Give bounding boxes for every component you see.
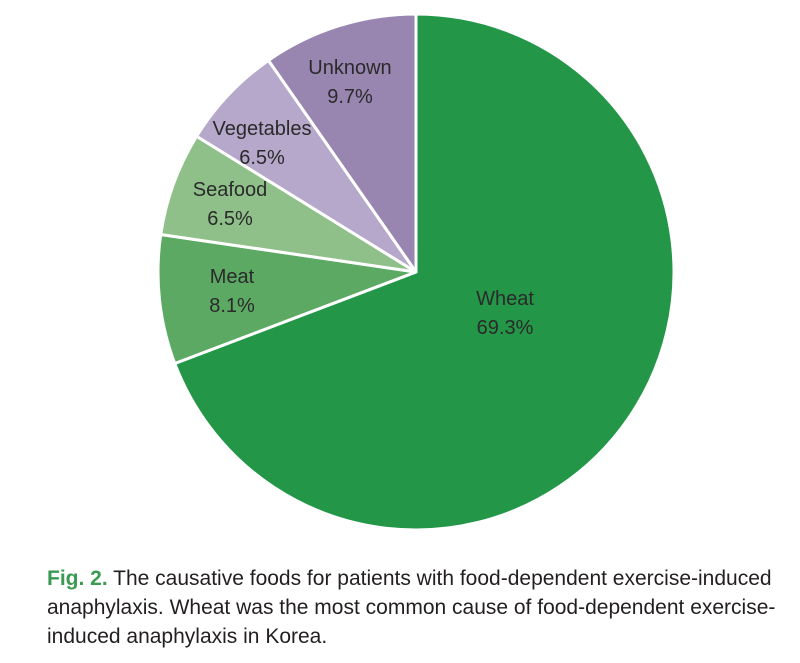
slice-value-unknown: 9.7% — [327, 86, 373, 108]
pie-slice-meat — [156, 232, 418, 365]
slice-label-wheat: Wheat — [476, 288, 534, 310]
slice-label-vegetables: Vegetables — [213, 118, 312, 140]
slice-label-meat: Meat — [210, 266, 255, 288]
pie-chart-svg: Wheat 69.3% Meat 8.1% Seafood 6.5% Vegetables 6… — [156, 12, 676, 532]
figure-caption-label: Fig. 2. — [47, 567, 108, 590]
pie-chart: Wheat 69.3% Meat 8.1% Seafood 6.5% Vegetables 6… — [156, 12, 676, 532]
slice-value-vegetables: 6.5% — [239, 147, 285, 169]
slice-label-unknown: Unknown — [308, 57, 391, 79]
slice-value-seafood: 6.5% — [207, 208, 253, 230]
pie-slice-wheat — [173, 12, 676, 532]
slice-label-seafood: Seafood — [193, 179, 268, 201]
figure-caption: Fig. 2. The causative foods for patients… — [47, 564, 777, 651]
figure-caption-text: The causative foods for patients with fo… — [47, 567, 776, 648]
pie-slice-unknown — [266, 12, 418, 274]
slice-value-wheat: 69.3% — [477, 317, 534, 339]
slice-value-meat: 8.1% — [209, 295, 255, 317]
